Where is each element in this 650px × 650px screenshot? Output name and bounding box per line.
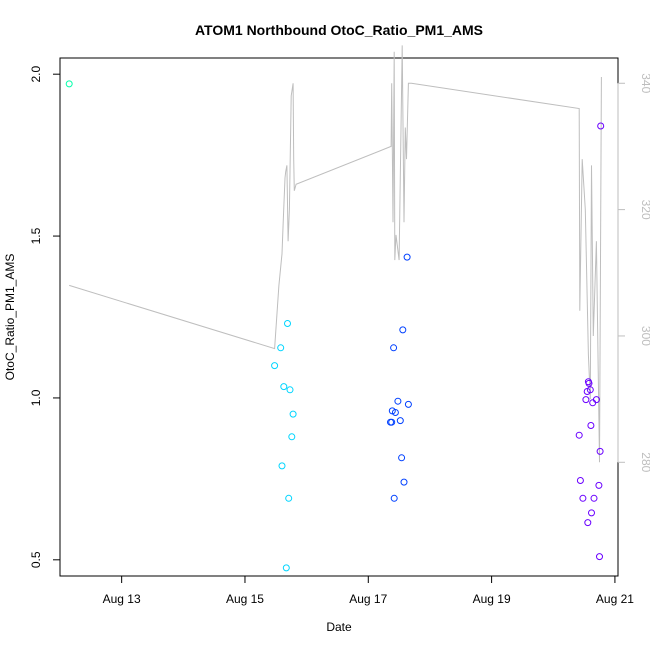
x-tick-label: Aug 13 — [103, 592, 141, 606]
secondary-series-line — [69, 45, 602, 463]
data-point — [596, 553, 603, 561]
data-point — [400, 478, 408, 486]
data-point — [576, 477, 584, 484]
data-point — [289, 410, 297, 418]
y-tick-label: 1.0 — [29, 389, 43, 406]
data-point — [586, 386, 594, 394]
data-point — [280, 383, 288, 391]
x-axis-label: Date — [326, 620, 352, 634]
data-point — [588, 509, 595, 517]
data-point — [388, 418, 396, 426]
data-point — [394, 397, 402, 405]
data-point — [285, 494, 293, 502]
data-point — [390, 344, 398, 352]
data-point — [587, 422, 595, 429]
data-point — [575, 431, 583, 439]
data-point — [288, 433, 296, 441]
data-point — [391, 409, 399, 416]
data-point — [271, 362, 279, 370]
data-point — [596, 447, 604, 455]
secondary-y-tick-label: 300 — [639, 326, 650, 346]
secondary-y-tick-label: 320 — [639, 200, 650, 220]
data-point — [595, 481, 603, 489]
x-tick-label: Aug 17 — [349, 592, 387, 606]
data-point — [584, 519, 592, 527]
secondary-y-tick-label: 340 — [639, 73, 650, 93]
data-point — [404, 400, 412, 408]
data-point — [597, 122, 605, 130]
data-point — [579, 494, 587, 502]
data-point — [589, 399, 597, 407]
data-point — [396, 417, 404, 425]
data-point — [399, 326, 407, 334]
chart-title: ATOM1 Northbound OtoC_Ratio_PM1_AMS — [195, 22, 483, 38]
data-point — [286, 386, 294, 394]
y-axis: 0.5 1.0 1.5 2.0 — [29, 66, 61, 568]
data-point — [390, 494, 398, 502]
data-points — [65, 80, 605, 572]
data-point — [284, 320, 291, 327]
y-tick-label: 2.0 — [29, 66, 43, 83]
data-point — [590, 494, 598, 502]
x-tick-label: Aug 21 — [596, 592, 634, 606]
plot-frame — [59, 57, 619, 577]
secondary-y-tick-label: 280 — [639, 452, 650, 472]
y-axis-label: OtoC_Ratio_PM1_AMS — [3, 254, 17, 381]
x-axis: Aug 13 Aug 15 Aug 17 Aug 19 Aug 21 — [103, 575, 634, 606]
data-point — [592, 396, 600, 404]
data-point — [278, 462, 286, 470]
data-point — [585, 379, 593, 387]
secondary-y-axis: 280 300 320 340 — [617, 73, 650, 473]
x-tick-label: Aug 15 — [226, 592, 264, 606]
x-tick-label: Aug 19 — [473, 592, 511, 606]
data-point — [277, 344, 285, 352]
data-point — [403, 253, 411, 261]
secondary-line-layer — [69, 45, 602, 463]
data-point — [398, 454, 406, 462]
data-point — [65, 80, 73, 88]
y-tick-label: 0.5 — [29, 551, 43, 568]
data-point — [282, 564, 290, 572]
data-point — [582, 396, 590, 404]
y-tick-label: 1.5 — [29, 227, 43, 244]
